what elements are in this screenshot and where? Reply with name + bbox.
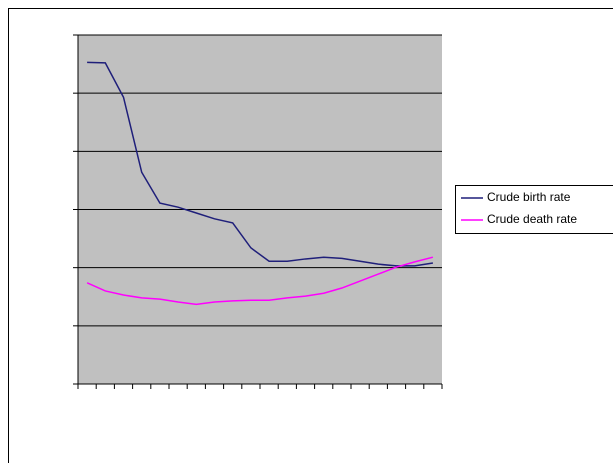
legend-label: Crude birth rate <box>487 190 571 204</box>
legend-label: Crude death rate <box>487 212 577 226</box>
legend-box <box>455 185 613 234</box>
series-line <box>86 256 434 306</box>
series-line <box>87 61 434 267</box>
